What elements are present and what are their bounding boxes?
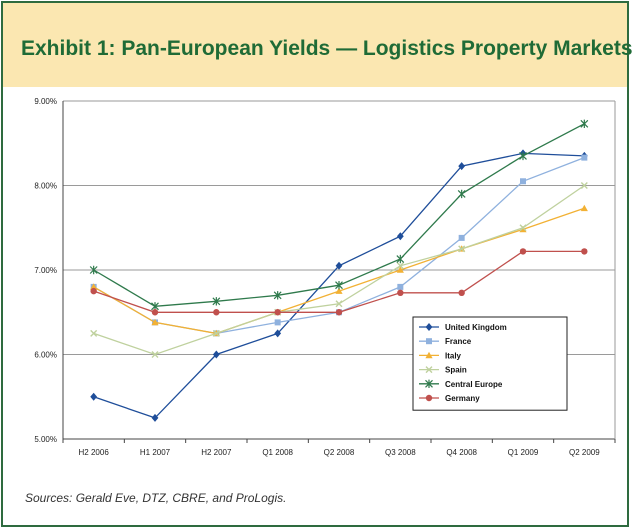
y-tick-label: 8.00%: [34, 182, 57, 191]
y-tick-label: 9.00%: [34, 97, 57, 106]
legend-marker-france: [426, 338, 432, 345]
x-tick-label: Q2 2009: [569, 448, 600, 457]
data-point-central-europe: [457, 189, 466, 199]
x-tick-label: Q1 2009: [508, 448, 539, 457]
data-point-italy: [90, 283, 98, 290]
data-point-germany: [519, 248, 527, 255]
series-line-france: [93, 156, 585, 335]
legend-label-spain: Spain: [445, 366, 467, 375]
data-point-central-europe: [580, 119, 589, 129]
legend-marker-central-europe: [425, 379, 433, 388]
x-tick-label: H2 2007: [201, 448, 232, 457]
legend-label-central-europe: Central Europe: [445, 380, 503, 389]
data-point-united-kingdom: [335, 261, 343, 270]
source-note: Sources: Gerald Eve, DTZ, CBRE, and ProL…: [25, 491, 287, 505]
y-tick-label: 6.00%: [34, 351, 57, 360]
data-point-germany: [213, 309, 220, 316]
data-point-spain: [90, 329, 98, 337]
data-point-central-europe: [396, 254, 405, 264]
legend-marker-spain: [425, 366, 433, 374]
y-tick-label: 5.00%: [34, 435, 57, 444]
legend-label-united-kingdom: United Kingdom: [445, 323, 507, 332]
data-point-spain: [580, 182, 588, 189]
legend-marker-united-kingdom: [425, 323, 433, 331]
data-point-germany: [274, 309, 281, 316]
data-point-france: [274, 319, 281, 326]
exhibit-title: Exhibit 1: Pan-European Yields — Logisti…: [21, 37, 632, 60]
data-point-spain: [212, 329, 220, 337]
x-tick-label: Q4 2008: [446, 448, 477, 457]
legend-marker-germany: [425, 394, 433, 402]
data-point-france: [397, 283, 404, 290]
y-tick-label: 7.00%: [34, 266, 57, 275]
legend-label-italy: Italy: [445, 351, 462, 360]
data-point-united-kingdom: [90, 392, 98, 401]
data-point-italy: [580, 204, 588, 212]
legend-box: [412, 316, 568, 411]
legend-marker-italy: [425, 351, 433, 359]
line-chart: 5.00% 6.00% 7.00% 8.00% 9.00% H2 2006 H1 2007 H…: [34, 97, 616, 457]
legend-label-france: France: [445, 337, 472, 346]
data-point-germany: [458, 289, 465, 297]
data-point-united-kingdom: [151, 413, 159, 422]
x-tick-label: Q2 2008: [324, 448, 355, 457]
series-line-central-europe: [93, 123, 585, 307]
data-point-central-europe: [89, 265, 98, 275]
data-point-united-kingdom: [212, 350, 220, 359]
data-point-germany: [90, 287, 97, 295]
x-tick-label: Q1 2008: [262, 448, 293, 457]
data-point-spain: [151, 351, 159, 358]
legend-label-germany: Germany: [445, 394, 480, 403]
data-point-spain: [458, 245, 466, 253]
data-point-central-europe: [212, 297, 221, 306]
data-point-spain: [335, 300, 343, 308]
x-tick-label: H1 2007: [140, 448, 171, 457]
data-point-united-kingdom: [458, 162, 466, 171]
data-point-central-europe: [273, 291, 282, 300]
data-point-italy: [151, 318, 159, 326]
data-point-france: [581, 154, 588, 161]
x-tick-label: Q3 2008: [385, 448, 416, 457]
data-point-france: [520, 178, 526, 185]
data-point-germany: [581, 248, 588, 255]
data-point-germany: [397, 289, 404, 297]
chart-area: 5.00% 6.00% 7.00% 8.00% 9.00% H2 2006 H1 2007 H…: [3, 87, 627, 477]
title-band: Exhibit 1: Pan-European Yields — Logisti…: [3, 3, 632, 87]
data-point-central-europe: [519, 151, 527, 161]
data-point-germany: [335, 309, 343, 316]
data-point-france: [458, 234, 465, 241]
data-point-italy: [335, 287, 343, 294]
data-point-spain: [519, 224, 527, 232]
data-point-italy: [519, 225, 527, 233]
data-point-germany: [151, 309, 159, 316]
x-tick-label: H2 2006: [79, 448, 110, 457]
data-point-spain: [396, 262, 404, 270]
data-point-united-kingdom: [274, 329, 282, 338]
data-point-italy: [396, 266, 404, 273]
data-point-central-europe: [335, 281, 343, 290]
data-point-united-kingdom: [396, 232, 404, 241]
